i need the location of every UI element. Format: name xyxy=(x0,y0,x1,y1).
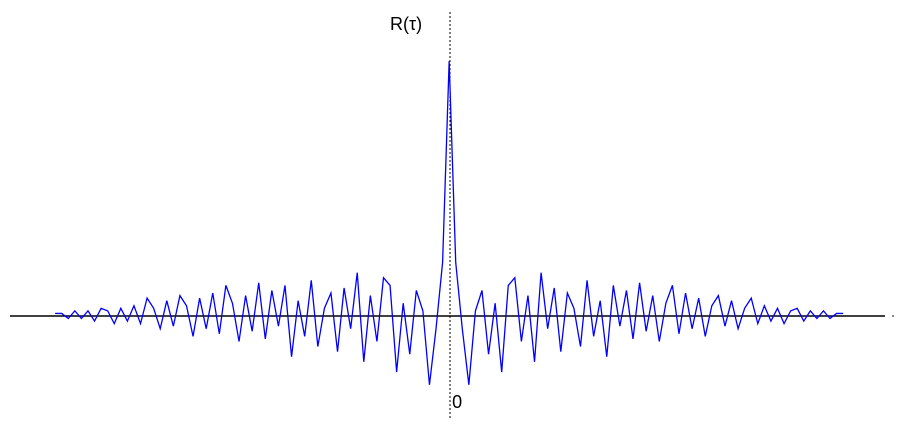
series-line xyxy=(55,61,844,385)
axis-end-dot xyxy=(892,315,894,317)
x-tick-label: 0 xyxy=(452,392,462,412)
y-axis-label: R(τ) xyxy=(390,14,422,34)
